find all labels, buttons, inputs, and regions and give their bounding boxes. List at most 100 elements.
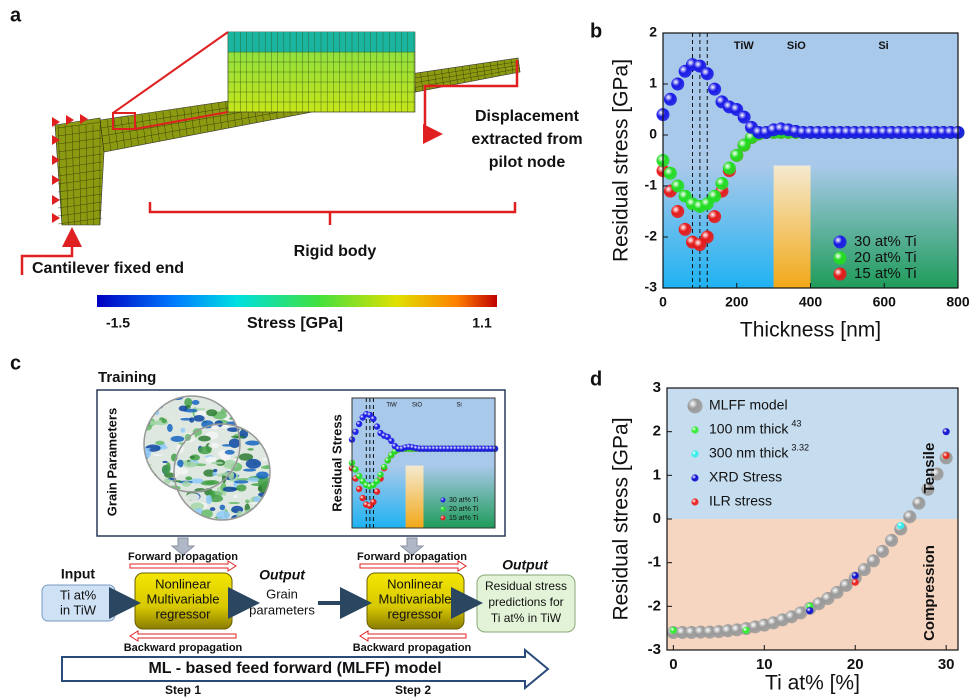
data-point [708,210,722,224]
pilot-arrow [423,60,519,144]
x-tick-label: 0 [669,656,677,673]
panel-label: b [590,20,602,42]
x-axis-label: Thickness [nm] [740,319,881,342]
data-point [669,626,677,634]
annotation: Cantilever fixed end [32,260,184,277]
data-point [380,463,388,471]
backward-arrow [129,630,237,642]
constraints [52,114,88,223]
data-point [355,472,363,480]
panel-c: c Training Grain Parameters Residual Str… [10,352,576,697]
x-tick-label: 20 [847,656,864,673]
inset-chart: TiW SiO Si 30 at% Ti 20 at% Ti 15 at% Ti [348,397,499,529]
rigid-bracket [148,202,517,225]
regressor-text: Multivariable [379,591,452,606]
legend-marker [833,235,847,249]
backward-label: Backward propagation [124,642,243,654]
y-tick-label: -2 [648,597,661,614]
constraint-marker [52,195,60,205]
legend-label: 100 nm thick [709,421,789,437]
data-point [930,467,944,481]
constraint-marker [80,114,88,124]
data-point [352,466,359,473]
data-point [700,230,714,244]
forward-label: Forward propagation [128,551,238,563]
fixed-arrow [20,227,82,275]
forward-arrow [129,560,237,572]
x-tick-label: 30 [938,656,955,673]
legend-marker [833,251,847,265]
region [405,465,424,528]
data-point [885,533,899,547]
input-title: Input [61,566,96,582]
y-tick-label: 3 [653,379,661,396]
annotation: Displacement [475,108,580,125]
data-point [373,423,381,430]
data-point [708,189,722,203]
data-point [370,415,377,422]
down-arrow [170,537,196,556]
input-text: Ti at% [60,587,97,602]
regressor-text: regressor [388,606,444,621]
data-point [671,205,685,218]
legend-marker [687,398,703,414]
data-point [373,488,381,495]
y-tick-label: 0 [653,510,661,527]
backward-arrow [359,630,467,642]
data-point [663,92,677,106]
chart-d: 0 10 20 30 -3 -2 -1 0 1 2 3 MLFF model 100 nm thick 4… [590,368,959,695]
zoom-source [112,112,136,130]
data-point [897,521,905,530]
annotation: Rigid body [294,243,377,260]
data-point [839,578,853,592]
region-label: SiO [787,40,806,52]
data-point [851,572,859,580]
regressor-text: Multivariable [147,591,220,606]
legend-marker [440,506,446,512]
input-text: in TiW [60,602,97,617]
y-tick-label: -1 [645,177,658,193]
output-text: Residual stress [485,579,567,593]
legend-superscript: 3.32 [791,442,809,452]
constraint-marker [52,213,60,223]
constraint-marker [66,115,74,125]
legend-label: 20 at% Ti [449,506,479,513]
inset-ylabel: Residual Stress [329,414,344,512]
chart-b: TiW SiO Si 0 200 400 600 800 -3 -2 -1 0 1 2 30 at% Ti2… [590,20,969,341]
data-point [388,437,395,445]
data-point [857,563,871,577]
panel-label: c [10,352,21,374]
data-point [384,457,391,464]
x-tick-label: 10 [756,656,773,673]
legend-marker [691,474,699,482]
constraint-marker [52,135,60,145]
legend-label: 15 at% Ti [854,265,917,282]
region-label: Si [878,40,888,52]
data-point [866,554,880,568]
y-tick-label: -1 [648,554,661,571]
plot-frame [666,387,959,651]
output-text: parameters [249,602,315,617]
data-point [742,626,750,634]
region-label: TiW [386,403,397,409]
regressor-text: regressor [156,606,212,621]
data-point [700,67,714,81]
output-text: Ti at% in TiW [491,611,562,625]
data-point [694,625,708,639]
data-point [370,498,377,506]
constraint-marker [52,175,60,185]
data-point [876,544,890,558]
grain-outline [143,395,241,493]
region [810,165,958,288]
data-point [921,482,935,496]
annotation: pilot node [489,154,566,171]
data-point [821,591,835,605]
region [773,165,811,288]
data-point [903,510,917,524]
grain-label: Grain Parameters [104,408,119,516]
data-point [942,452,950,460]
region-label: SiO [412,403,422,409]
y-tick-label: 0 [649,126,657,142]
forward-arrow [359,560,467,572]
annotation: Compression [921,545,938,641]
